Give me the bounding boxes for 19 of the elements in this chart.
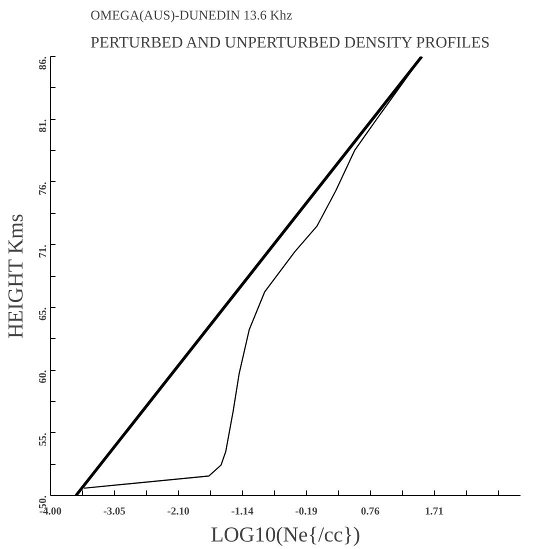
chart-subtitle: OMEGA(AUS)-DUNEDIN 13.6 Khz — [90, 8, 292, 22]
y-tick-label: 50. — [38, 495, 49, 509]
y-tick-label: 55. — [38, 432, 49, 446]
x-tick-label: -2.10 — [167, 506, 190, 518]
y-tick-label: 65. — [38, 307, 49, 321]
y-tick-label: 71. — [38, 244, 49, 258]
y-tick-label: 76. — [38, 182, 49, 196]
y-tick-label: 60. — [38, 370, 49, 384]
x-tick-label: 0.76 — [360, 506, 380, 518]
y-axis-title: HEIGHT Kms — [4, 214, 28, 338]
y-tick-label: 86. — [38, 56, 49, 70]
chart-title: PERTURBED AND UNPERTURBED DENSITY PROFILES — [90, 34, 490, 52]
x-axis-title: LOG10(Ne{/cc}) — [210, 522, 360, 546]
x-tick-label: -3.05 — [103, 506, 126, 518]
x-tick-label: -0.19 — [295, 506, 318, 518]
x-tick-label: -1.14 — [231, 506, 254, 518]
x-tick-label: -4.00 — [39, 506, 62, 518]
y-tick-label: 81. — [38, 118, 49, 132]
x-tick-label: 1.71 — [424, 506, 444, 518]
